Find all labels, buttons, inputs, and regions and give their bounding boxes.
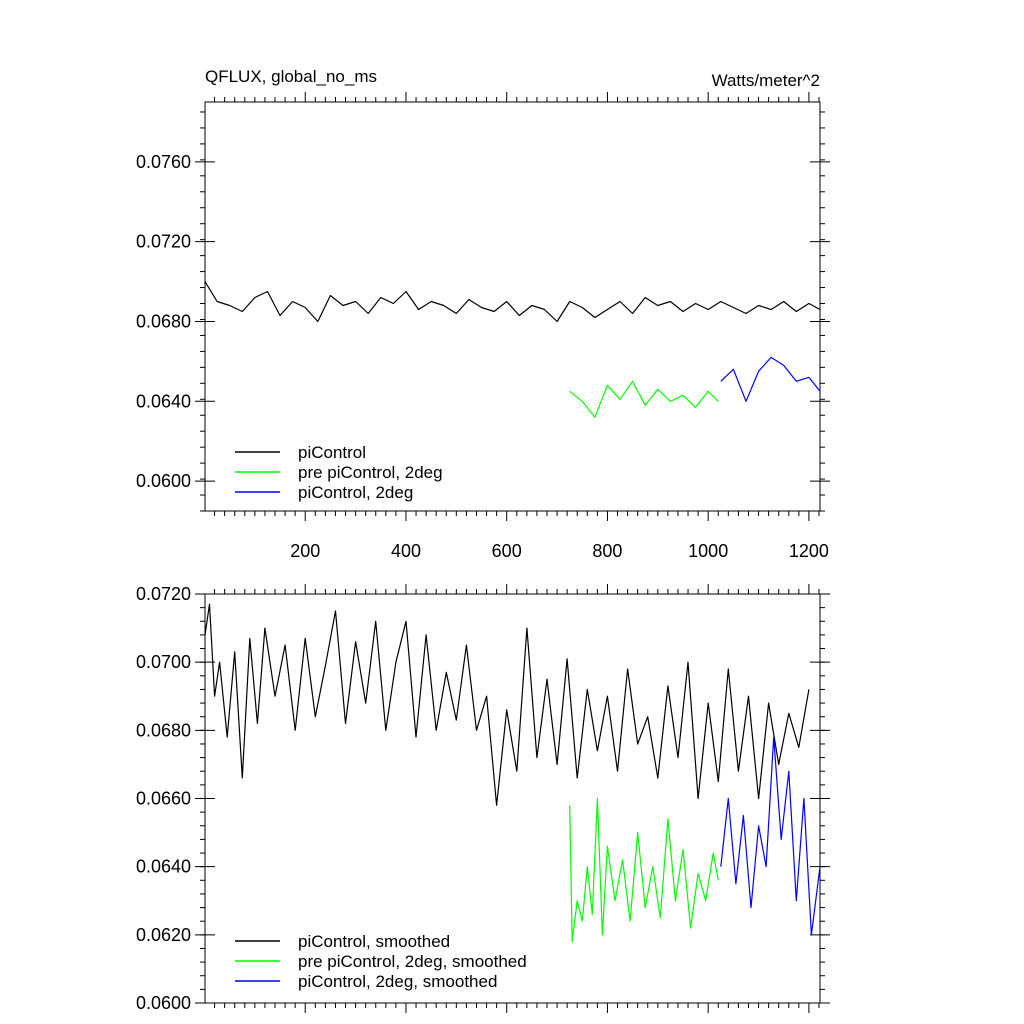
y-tick-label: 0.0620	[136, 925, 191, 945]
x-tick-label: 1000	[688, 541, 728, 561]
x-tick-label: 400	[391, 541, 421, 561]
legend-label: piControl	[298, 443, 366, 462]
bottom-panel: 0.0600 0.0620 0.0640 0.0660 0.0680 0.0700 0.07…	[136, 584, 830, 1013]
y-tick-label: 0.0680	[136, 311, 191, 331]
y-tick-label: 0.0680	[136, 720, 191, 740]
x-tick-label: 800	[592, 541, 622, 561]
bottom-series-group	[204, 603, 821, 943]
y-tick-label: 0.0600	[136, 471, 191, 491]
plot-frame	[204, 101, 821, 512]
y-tick-label: 0.0720	[136, 232, 191, 252]
series-line	[204, 281, 821, 323]
y-tick-label: 0.0600	[136, 993, 191, 1013]
legend-label: piControl, 2deg, smoothed	[298, 972, 497, 991]
legend-label: pre piControl, 2deg	[298, 463, 443, 482]
series-line	[204, 603, 810, 806]
y-tick-label: 0.0640	[136, 391, 191, 411]
x-tick-label: 600	[492, 541, 522, 561]
y-tick-label: 0.0700	[136, 652, 191, 672]
series-line	[720, 356, 821, 402]
units-label: Watts/meter^2	[712, 71, 820, 90]
top-axis-ticks: 0.0600 0.0640 0.0680 0.0720 0.0760 200 400 600 8…	[136, 92, 830, 561]
series-line	[720, 736, 821, 936]
top-series-group	[204, 281, 821, 418]
series-line	[569, 797, 719, 943]
chart-title: QFLUX, global_no_ms	[205, 67, 377, 86]
bottom-axis-ticks: 0.0600 0.0620 0.0640 0.0660 0.0680 0.0700 0.07…	[136, 584, 830, 1013]
x-tick-label: 1200	[789, 541, 829, 561]
top-panel: QFLUX, global_no_ms Watts/meter^2 0.0600…	[136, 67, 830, 561]
y-tick-label: 0.0640	[136, 857, 191, 877]
x-tick-label: 200	[290, 541, 320, 561]
y-tick-label: 0.0760	[136, 152, 191, 172]
series-line	[569, 380, 719, 418]
legend-label: piControl, 2deg	[298, 483, 413, 502]
legend-label: piControl, smoothed	[298, 932, 450, 951]
legend-label: pre piControl, 2deg, smoothed	[298, 952, 527, 971]
y-tick-label: 0.0720	[136, 584, 191, 604]
y-tick-label: 0.0660	[136, 789, 191, 809]
